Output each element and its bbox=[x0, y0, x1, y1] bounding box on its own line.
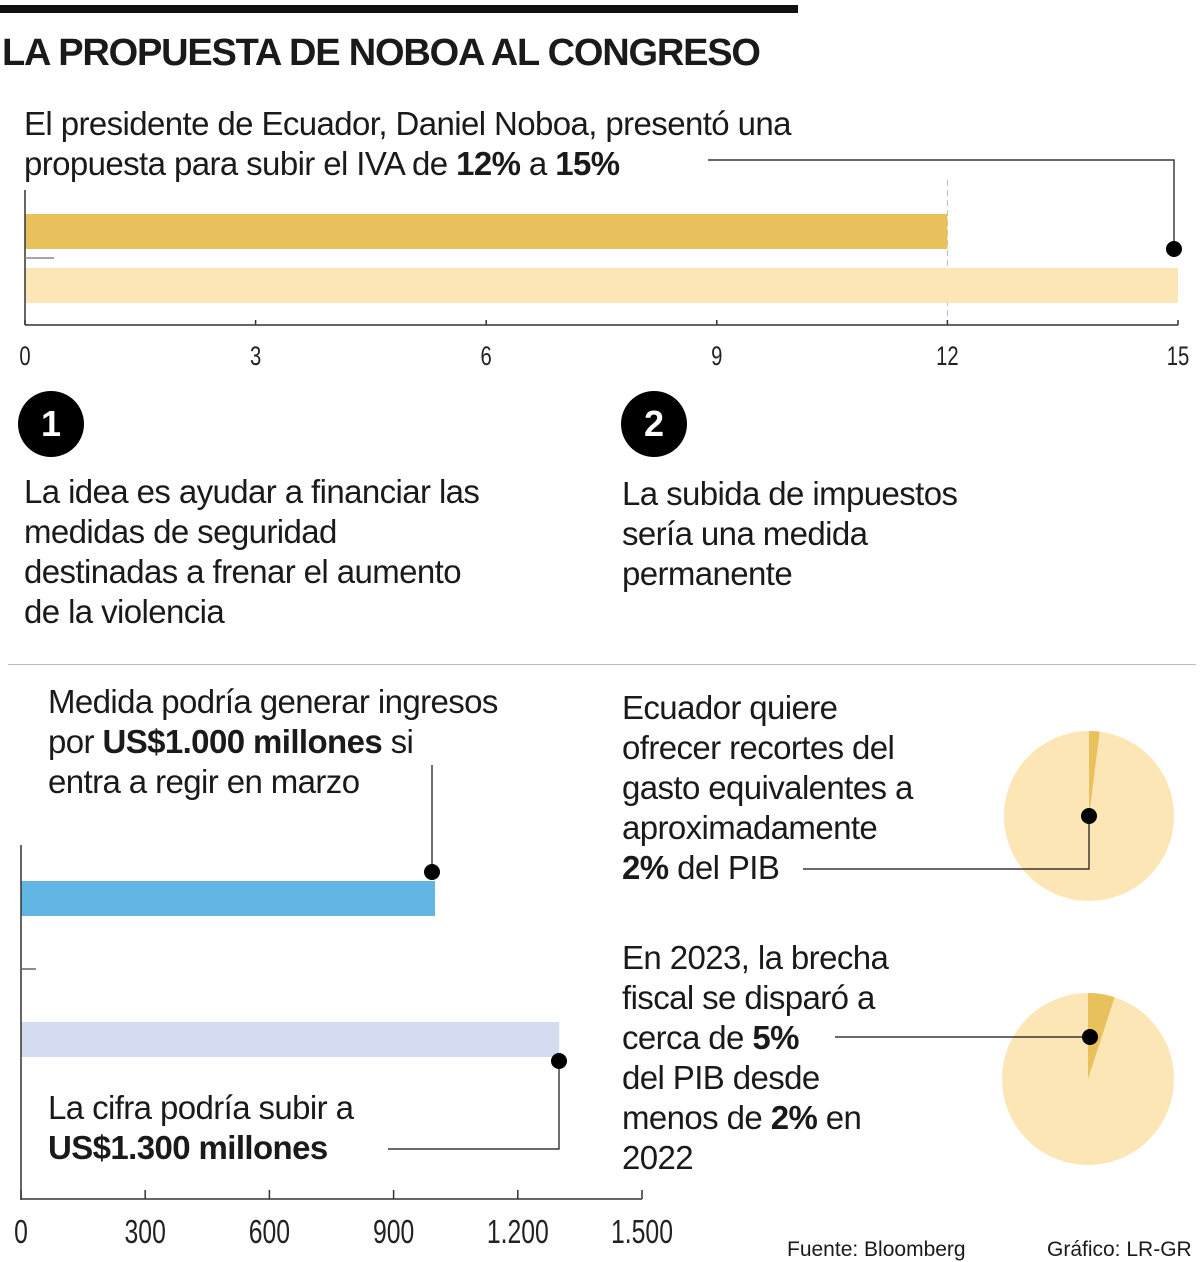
x-tick-label: 300 bbox=[125, 1215, 166, 1251]
callout-dot bbox=[1082, 1029, 1098, 1045]
pie-gap-slice bbox=[1088, 993, 1115, 1079]
x-tick-label: 15 bbox=[1167, 341, 1190, 372]
section-divider bbox=[8, 664, 1196, 665]
page-title: LA PROPUESTA DE NOBOA AL CONGRESO bbox=[2, 32, 761, 74]
point-1-text: La idea es ayudar a financiar las medidas… bbox=[24, 473, 480, 630]
callout-dot bbox=[551, 1053, 567, 1069]
callout-dot bbox=[1166, 241, 1182, 257]
x-tick-label: 900 bbox=[373, 1215, 414, 1251]
pie-spending-slice bbox=[1089, 731, 1100, 816]
x-tick-label: 6 bbox=[481, 341, 492, 372]
bar-1000 bbox=[21, 881, 435, 916]
callout-dot bbox=[424, 864, 440, 880]
intro-text: El presidente de Ecuador, Daniel Noboa, … bbox=[24, 104, 791, 184]
x-tick-label: 9 bbox=[711, 341, 722, 372]
revenue-note: Medida podría generar ingresos por US$1.… bbox=[48, 683, 498, 800]
bar-iva-15 bbox=[25, 268, 1178, 303]
callout-line bbox=[803, 816, 1090, 870]
point-2-text: La subida de impuestos sería una medida pe… bbox=[622, 475, 958, 592]
credit-label: Gráfico: LR-GR bbox=[1047, 1238, 1192, 1261]
intro-line: propuesta para subir el IVA de 12% a 15% bbox=[24, 145, 620, 182]
point-1-badge: 1 bbox=[18, 391, 84, 457]
callout-line bbox=[388, 1061, 560, 1150]
intro-line: El presidente de Ecuador, Daniel Noboa, … bbox=[24, 105, 791, 142]
spending-note: Ecuador quiere ofrecer recortes del gasto … bbox=[622, 689, 913, 886]
callout-dot bbox=[1081, 808, 1097, 824]
top-rule bbox=[0, 5, 798, 13]
point-2-badge: 2 bbox=[621, 391, 687, 457]
x-tick-label: 0 bbox=[19, 341, 30, 372]
callout-line bbox=[708, 159, 1175, 249]
x-tick-label: 600 bbox=[249, 1215, 290, 1251]
bar-1300 bbox=[21, 1022, 560, 1057]
bar-iva-12 bbox=[25, 214, 948, 249]
gap-note: En 2023, la brecha fiscal se disparó a ce… bbox=[622, 939, 889, 1176]
x-tick-label: 1.500 bbox=[611, 1215, 673, 1251]
x-tick-label: 1.200 bbox=[487, 1215, 549, 1251]
x-tick-label: 12 bbox=[936, 341, 959, 372]
source-label: Fuente: Bloomberg bbox=[787, 1238, 966, 1261]
x-tick-label: 0 bbox=[14, 1215, 28, 1251]
revenue-note-2: La cifra podría subir a US$1.300 millone… bbox=[48, 1088, 354, 1168]
x-tick-label: 3 bbox=[250, 341, 261, 372]
